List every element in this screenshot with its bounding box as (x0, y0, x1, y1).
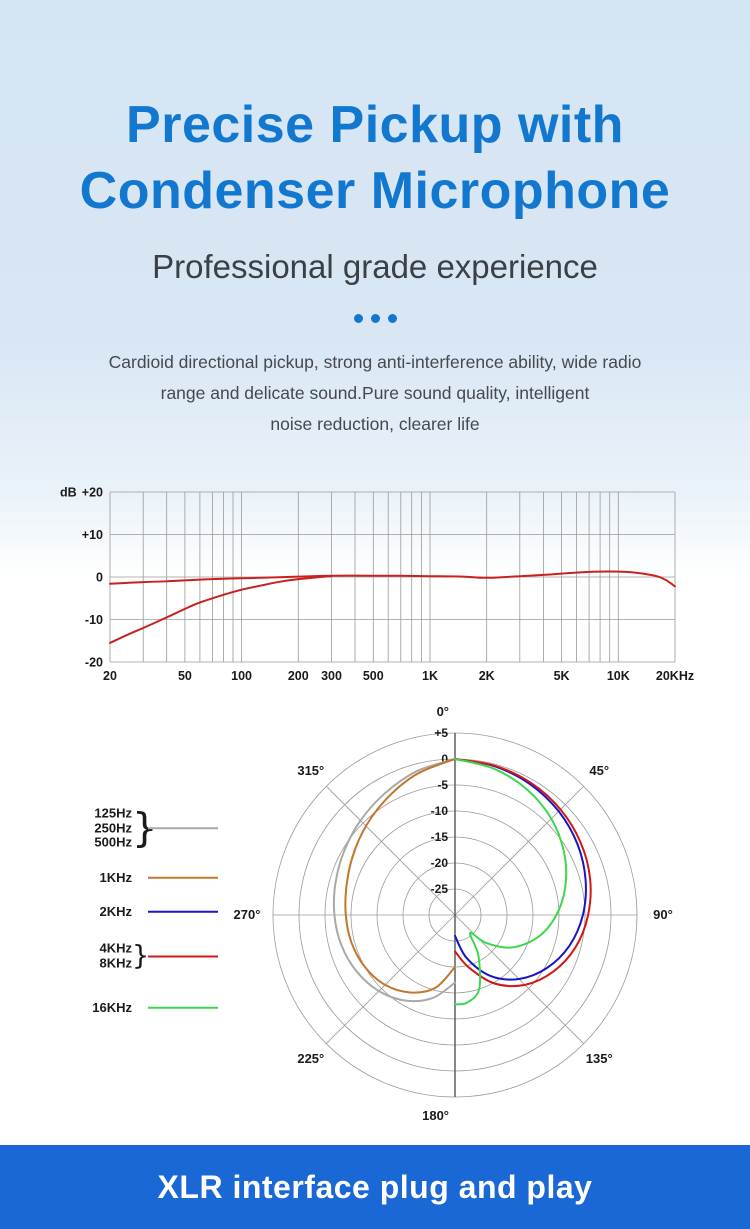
legend-row: 1KHz (72, 869, 218, 886)
freq-xtick: 5K (554, 669, 570, 683)
freq-xtick: 100 (231, 669, 252, 683)
polar-angle-label: 315° (297, 763, 324, 778)
dot-icon (353, 314, 363, 323)
legend-label: 125Hz (94, 805, 132, 821)
bottom-banner: XLR interface plug and play (0, 1145, 750, 1229)
freq-xtick: 10K (607, 669, 630, 683)
polar-pattern-section: +5 0 -5 -10 -15 -20 -25 0° 45° 90° 135° 180° 225° 270… (0, 695, 750, 1143)
freq-xtick: 1K (422, 669, 438, 683)
polar-ring-labels: +5 0 -5 -10 -15 -20 -25 (431, 726, 449, 896)
legend-label: 500Hz (94, 834, 132, 850)
banner-label: XLR interface plug and play (157, 1168, 593, 1205)
freq-grid (109, 491, 676, 663)
legend-label: 250Hz (94, 819, 132, 835)
polar-ring-label: 0 (441, 752, 448, 766)
dot-icon (370, 314, 380, 323)
freq-xtick: 20 (103, 669, 117, 683)
legend-color-line (148, 877, 218, 879)
legend-color-line (148, 955, 218, 957)
freq-xtick: 50 (178, 669, 192, 683)
freq-xtick: 2K (479, 669, 495, 683)
freq-ytick: -10 (85, 613, 103, 627)
freq-ytick: -20 (85, 656, 103, 670)
polar-angle-label: 270° (234, 907, 261, 922)
polar-ring-label: -5 (437, 778, 448, 792)
polar-ring-label: -25 (431, 882, 449, 896)
separator-dots (0, 314, 750, 323)
description-line3: noise reduction, clearer life (270, 414, 480, 434)
polar-ring-label: +5 (434, 726, 448, 740)
freq-ytick: 0 (96, 571, 103, 585)
freq-ytick: +20 (82, 486, 103, 500)
legend-labels: 125Hz 250Hz 500Hz (72, 806, 132, 850)
legend-label: 2KHz (99, 903, 132, 919)
hero-section: Precise Pickup with Condenser Microphone… (0, 0, 750, 440)
legend-brace: } (132, 805, 158, 851)
legend-label: 16KHz (92, 999, 132, 1015)
legend-row: 16KHz (72, 999, 218, 1016)
legend-label: 1KHz (99, 869, 132, 885)
legend-color-line (148, 1007, 218, 1009)
legend-label: 8KHz (99, 955, 132, 970)
legend-row: 2KHz (72, 903, 218, 920)
legend-color-line (148, 827, 218, 829)
legend-labels: 16KHz (72, 999, 132, 1016)
subtitle: Professional grade experience (152, 248, 598, 285)
polar-angle-labels: 0° 45° 90° 135° 180° 225° 270° 315° (234, 704, 673, 1123)
page-title-line2: Condenser Microphone (79, 162, 671, 220)
freq-ytick: +10 (82, 528, 103, 542)
page-title-line1: Precise Pickup with (126, 96, 624, 154)
legend-color-line (148, 911, 218, 913)
legend-labels: 1KHz (72, 869, 132, 886)
description: Cardioid directional pickup, strong anti… (0, 347, 750, 440)
polar-angle-label: 0° (437, 704, 449, 719)
legend-row: 125Hz 250Hz 500Hz} (72, 806, 218, 850)
freq-xtick: 20KHz (656, 669, 694, 683)
dot-icon (387, 314, 397, 323)
polar-ring-label: -20 (431, 856, 449, 870)
polar-angle-label: 45° (589, 763, 609, 778)
freq-xtick: 200 (288, 669, 309, 683)
legend-label: 4KHz (99, 940, 132, 956)
polar-angle-label: 90° (653, 907, 673, 922)
freq-ylabel: dB (60, 486, 77, 500)
polar-angle-label: 225° (297, 1051, 324, 1066)
freq-response-curve (109, 570, 676, 644)
polar-angle-label: 180° (422, 1108, 449, 1123)
polar-curves (332, 758, 592, 1006)
legend-labels: 4KHz 8KHz (72, 940, 132, 971)
polar-pattern-chart: +5 0 -5 -10 -15 -20 -25 0° 45° 90° 135° 180° 225° 270… (234, 704, 673, 1123)
legend-labels: 2KHz (72, 903, 132, 920)
legend-row: 4KHz 8KHz} (72, 940, 218, 972)
polar-ring-label: -10 (431, 804, 449, 818)
freq-xtick: 300 (321, 669, 342, 683)
polar-ring-label: -15 (431, 830, 449, 844)
description-line2: range and delicate sound.Pure sound qual… (160, 383, 590, 403)
page-title: Precise Pickup with Condenser Microphone (0, 92, 750, 224)
polar-angle-label: 135° (586, 1051, 613, 1066)
description-line1: Cardioid directional pickup, strong anti… (108, 352, 642, 372)
legend-brace: } (132, 940, 150, 972)
freq-xtick: 500 (363, 669, 384, 683)
